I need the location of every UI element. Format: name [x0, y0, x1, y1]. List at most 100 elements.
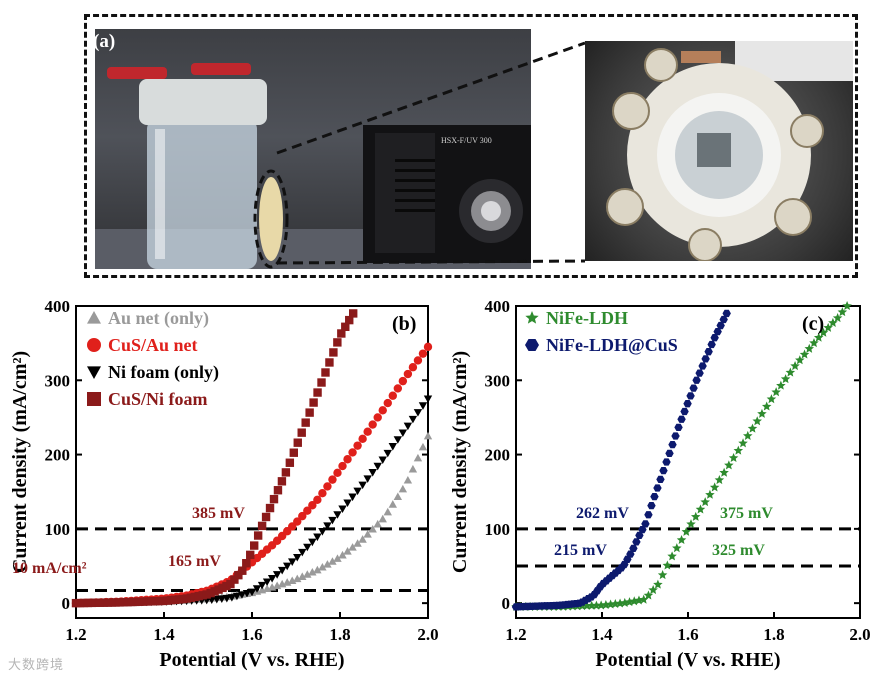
- data-point: [325, 358, 334, 367]
- data-point: [722, 309, 731, 318]
- data-point: [813, 332, 824, 342]
- data-point: [403, 369, 413, 379]
- data-point: [733, 445, 744, 455]
- data-point: [388, 391, 397, 400]
- data-point: [273, 486, 283, 495]
- data-point: [672, 543, 682, 553]
- data-point: [818, 327, 829, 337]
- data-point: [323, 560, 332, 568]
- data-point: [799, 349, 810, 359]
- data-point: [318, 562, 327, 571]
- y-tick-label: 300: [45, 371, 71, 390]
- data-point: [363, 530, 372, 538]
- data-point: [318, 489, 327, 498]
- legend-label: NiFe-LDH: [546, 308, 628, 328]
- data-point: [293, 574, 302, 583]
- data-point: [308, 567, 317, 576]
- data-point: [752, 416, 762, 426]
- window-closeup-illustration: [606, 41, 853, 261]
- series-nife-ldh-cus: [511, 309, 731, 611]
- annotation: 262 mV: [576, 505, 629, 522]
- data-point: [298, 572, 307, 580]
- data-point: [288, 558, 297, 566]
- data-point: [242, 559, 251, 568]
- reactor-photo: HSX-F/UV 300: [95, 29, 531, 269]
- data-point: [638, 525, 647, 534]
- data-point: [638, 594, 649, 604]
- data-point: [373, 462, 382, 471]
- data-point: [253, 531, 263, 540]
- legend-marker: [87, 392, 101, 406]
- data-point: [323, 482, 332, 491]
- data-point: [257, 521, 267, 531]
- data-point: [277, 566, 287, 575]
- data-point: [338, 550, 347, 559]
- panel-label: (c): [802, 313, 824, 335]
- data-point: [785, 367, 796, 377]
- data-point: [747, 423, 758, 433]
- series-au-net-only-: [71, 431, 433, 607]
- data-point: [298, 548, 307, 557]
- data-point: [674, 423, 683, 431]
- data-point: [373, 519, 382, 528]
- data-point: [413, 409, 423, 417]
- data-point: [285, 458, 295, 467]
- window-closeup-photo: [585, 41, 853, 261]
- data-point: [707, 340, 716, 349]
- data-point: [226, 579, 235, 589]
- data-point: [368, 420, 377, 429]
- data-point: [333, 338, 342, 347]
- y-axis-label: Current density (mA/cm²): [449, 351, 471, 573]
- instrument-label: HSX-F/UV 300: [441, 136, 492, 145]
- data-point: [338, 505, 347, 513]
- data-point: [709, 482, 720, 492]
- data-point: [277, 477, 287, 486]
- data-point: [408, 363, 418, 372]
- data-point: [250, 541, 259, 550]
- annotation: 10 mA/cm²: [12, 560, 87, 577]
- data-point: [683, 400, 692, 408]
- data-point: [341, 322, 350, 331]
- data-point: [353, 539, 362, 547]
- data-point: [303, 570, 312, 578]
- data-point: [662, 458, 671, 466]
- y-tick-label: 0: [502, 594, 511, 613]
- data-point: [832, 313, 843, 323]
- legend-marker: [87, 338, 101, 352]
- y-tick-label: 300: [485, 371, 511, 390]
- data-point: [393, 492, 403, 501]
- data-point: [692, 376, 701, 384]
- data-point: [653, 484, 662, 492]
- data-point: [677, 415, 686, 423]
- y-tick-label: 200: [45, 446, 71, 465]
- x-tick-label: 1.8: [329, 625, 350, 644]
- y-tick-label: 100: [45, 520, 71, 539]
- data-point: [418, 402, 428, 410]
- data-point: [333, 511, 342, 519]
- data-point: [724, 460, 734, 470]
- data-point: [710, 334, 719, 342]
- x-axis-label: Potential (V vs. RHE): [159, 649, 344, 671]
- data-point: [238, 566, 247, 575]
- data-point: [313, 565, 322, 574]
- annotation: 215 mV: [554, 542, 607, 559]
- chart-b: 0 100 200 300 400 1.2 1.4 1.6 1.8 2.0 Potential (V…: [9, 297, 439, 671]
- data-point: [329, 348, 338, 357]
- data-point: [293, 553, 302, 562]
- x-tick-label: 2.0: [417, 625, 438, 644]
- data-point: [373, 413, 382, 422]
- data-point: [719, 467, 729, 477]
- data-point: [626, 550, 635, 558]
- data-point: [358, 535, 367, 543]
- zoom-connector: [276, 41, 586, 265]
- data-point: [378, 406, 387, 415]
- x-axis-label: Potential (V vs. RHE): [595, 649, 780, 671]
- x-tick-label: 1.6: [241, 625, 262, 644]
- data-point: [695, 504, 706, 514]
- chart-c: 0 100 200 300 400 1.2 1.4 1.6 1.8 2.0 Potential (V…: [449, 297, 871, 671]
- data-point: [704, 348, 713, 356]
- data-point: [337, 329, 346, 338]
- data-point: [398, 484, 408, 493]
- data-point: [635, 531, 644, 539]
- data-point: [828, 317, 838, 327]
